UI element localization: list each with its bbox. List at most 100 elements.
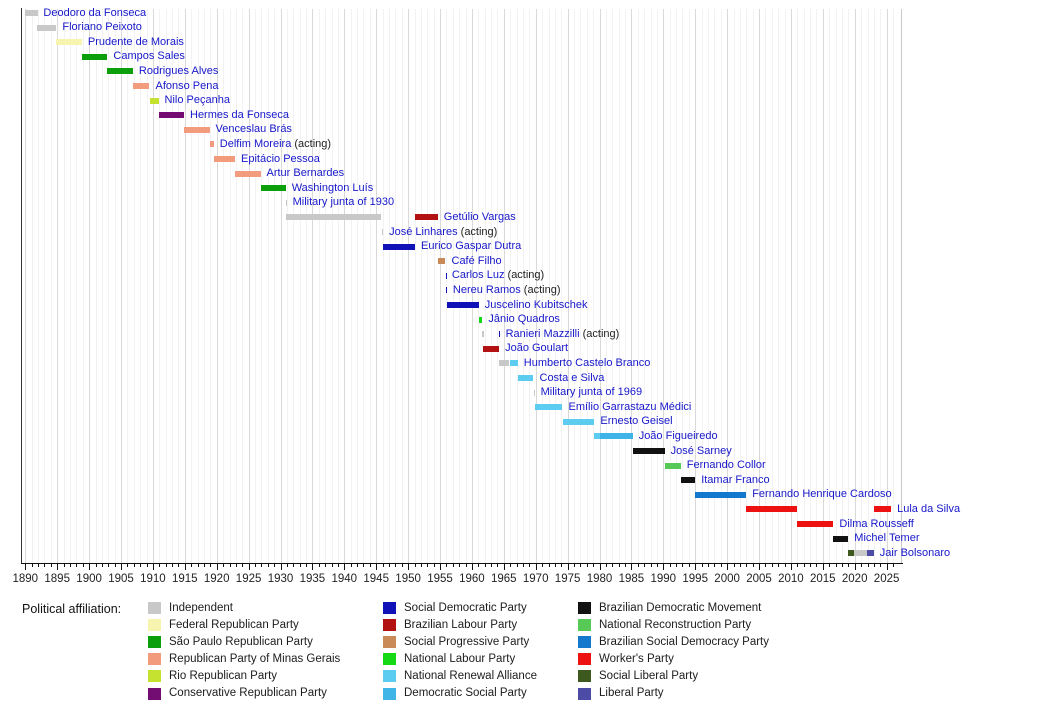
president-name[interactable]: Ernesto Geisel bbox=[600, 415, 673, 428]
president-label[interactable]: Prudente de Morais bbox=[88, 36, 184, 49]
president-label[interactable]: Costa e Silva bbox=[540, 372, 605, 385]
president-name[interactable]: Nilo Peçanha bbox=[164, 94, 230, 107]
president-name[interactable]: Venceslau Brás bbox=[215, 123, 292, 136]
legend-label-brazilian_labour[interactable]: Brazilian Labour Party bbox=[404, 618, 518, 631]
president-name[interactable]: Nereu Ramos bbox=[452, 283, 521, 296]
president-name[interactable]: Prudente de Morais bbox=[87, 35, 184, 48]
president-name[interactable]: Carlos Luz bbox=[451, 269, 505, 282]
president-label[interactable]: Campos Sales bbox=[113, 50, 185, 63]
legend-label-sp_republican[interactable]: São Paulo Republican Party bbox=[169, 635, 313, 648]
axis-tick bbox=[401, 564, 403, 567]
president-name[interactable]: Epitácio Pessoa bbox=[241, 152, 320, 165]
legend-label-workers[interactable]: Worker's Party bbox=[599, 652, 674, 665]
president-label[interactable]: Hermes da Fonseca bbox=[190, 109, 289, 122]
president-name[interactable]: Military junta of 1930 bbox=[292, 196, 395, 209]
legend-label-social_progressive[interactable]: Social Progressive Party bbox=[404, 635, 530, 648]
gridline bbox=[886, 9, 888, 563]
president-label[interactable]: Carlos Luz (acting) bbox=[452, 269, 544, 282]
president-name[interactable]: Jair Bolsonaro bbox=[879, 546, 951, 559]
president-name[interactable]: Getúlio Vargas bbox=[443, 210, 516, 223]
president-label[interactable]: Delfim Moreira (acting) bbox=[220, 138, 331, 151]
president-name[interactable]: Itamar Franco bbox=[701, 473, 770, 486]
president-label[interactable]: João Figueiredo bbox=[639, 430, 718, 443]
legend-label-brazilian_democratic[interactable]: Brazilian Democratic Movement bbox=[599, 601, 762, 614]
president-label[interactable]: Eurico Gaspar Dutra bbox=[421, 240, 521, 253]
president-label[interactable]: Venceslau Brás bbox=[216, 123, 292, 136]
president-name[interactable]: Afonso Pena bbox=[155, 79, 219, 92]
president-name[interactable]: Ranieri Mazzilli bbox=[505, 327, 580, 340]
legend-label-national_reconstruction[interactable]: National Reconstruction Party bbox=[599, 618, 752, 631]
president-name[interactable]: Floriano Peixoto bbox=[62, 21, 142, 34]
president-name[interactable]: Eurico Gaspar Dutra bbox=[421, 240, 522, 253]
president-label[interactable]: Washington Luís bbox=[292, 182, 374, 195]
president-name[interactable]: Military junta of 1969 bbox=[540, 386, 643, 399]
president-label[interactable]: Ranieri Mazzilli (acting) bbox=[506, 328, 620, 341]
legend-label-social_democracy[interactable]: Brazilian Social Democracy Party bbox=[599, 635, 770, 648]
president-name[interactable]: João Goulart bbox=[505, 342, 569, 355]
president-label[interactable]: Emílio Garrastazu Médici bbox=[569, 401, 692, 414]
president-label[interactable]: Military junta of 1930 bbox=[293, 196, 395, 209]
president-label[interactable]: Nereu Ramos (acting) bbox=[453, 284, 561, 297]
legend-label-minas_republican[interactable]: Republican Party of Minas Gerais bbox=[169, 652, 341, 665]
legend-label-national_labour[interactable]: National Labour Party bbox=[404, 652, 516, 665]
president-name[interactable]: Hermes da Fonseca bbox=[190, 108, 290, 121]
president-label[interactable]: Getúlio Vargas bbox=[444, 211, 516, 224]
president-label[interactable]: Afonso Pena bbox=[156, 80, 219, 93]
legend-label-rio_republican[interactable]: Rio Republican Party bbox=[169, 669, 278, 682]
legend-label-federal_republican[interactable]: Federal Republican Party bbox=[169, 618, 299, 631]
president-label[interactable]: Lula da Silva bbox=[897, 503, 960, 516]
president-name[interactable]: Fernando Henrique Cardoso bbox=[752, 488, 892, 501]
president-label[interactable]: Military junta of 1969 bbox=[541, 386, 643, 399]
president-label[interactable]: Itamar Franco bbox=[701, 474, 769, 487]
president-name[interactable]: Fernando Collor bbox=[686, 459, 766, 472]
president-label[interactable]: Café Filho bbox=[452, 255, 502, 268]
president-name[interactable]: Emílio Garrastazu Médici bbox=[568, 400, 692, 413]
president-label[interactable]: Rodrigues Alves bbox=[139, 65, 219, 78]
president-name[interactable]: Humberto Castelo Branco bbox=[523, 356, 651, 369]
president-name[interactable]: Washington Luís bbox=[291, 181, 374, 194]
president-label[interactable]: Nilo Peçanha bbox=[165, 94, 230, 107]
legend-label-democratic_social[interactable]: Democratic Social Party bbox=[404, 687, 527, 699]
president-name[interactable]: José Linhares bbox=[389, 225, 458, 238]
president-label[interactable]: Humberto Castelo Branco bbox=[524, 357, 651, 370]
president-name[interactable]: Campos Sales bbox=[113, 50, 185, 63]
legend-label-independent[interactable]: Independent bbox=[169, 601, 233, 614]
president-name[interactable]: João Figueiredo bbox=[638, 429, 718, 442]
president-name[interactable]: Jânio Quadros bbox=[488, 313, 560, 326]
president-label[interactable]: José Sarney bbox=[671, 445, 732, 458]
president-name[interactable]: Café Filho bbox=[451, 254, 502, 267]
president-label[interactable]: Jair Bolsonaro bbox=[880, 547, 950, 560]
president-name[interactable]: Artur Bernardes bbox=[266, 167, 345, 180]
president-name[interactable]: Michel Temer bbox=[854, 532, 920, 545]
president-label[interactable]: Epitácio Pessoa bbox=[241, 153, 320, 166]
legend-label-social_democratic[interactable]: Social Democratic Party bbox=[404, 601, 527, 614]
president-label[interactable]: Ernesto Geisel bbox=[600, 415, 672, 428]
president-name[interactable]: Rodrigues Alves bbox=[138, 64, 219, 77]
legend-label-conservative_republican[interactable]: Conservative Republican Party bbox=[169, 687, 327, 699]
president-label[interactable]: João Goulart bbox=[505, 342, 568, 355]
president-label[interactable]: Floriano Peixoto bbox=[62, 21, 142, 34]
axis-tick bbox=[50, 564, 52, 567]
president-name[interactable]: Costa e Silva bbox=[539, 371, 605, 384]
president-label[interactable]: Michel Temer bbox=[854, 532, 919, 545]
legend-swatch-social_democracy bbox=[578, 636, 591, 649]
president-label[interactable]: Juscelino Kubitschek bbox=[485, 299, 588, 312]
president-name[interactable]: Delfim Moreira bbox=[219, 137, 292, 150]
president-label[interactable]: José Linhares (acting) bbox=[389, 226, 497, 239]
president-label[interactable]: Artur Bernardes bbox=[267, 167, 345, 180]
president-label[interactable]: Dilma Rousseff bbox=[839, 518, 913, 531]
axis-tick bbox=[765, 564, 767, 567]
president-name[interactable]: Deodoro da Fonseca bbox=[43, 6, 147, 19]
president-label[interactable]: Deodoro da Fonseca bbox=[43, 7, 146, 20]
legend-label-liberal[interactable]: Liberal Party bbox=[599, 687, 664, 699]
president-name[interactable]: Lula da Silva bbox=[897, 502, 961, 515]
legend-label-social_liberal[interactable]: Social Liberal Party bbox=[599, 669, 699, 682]
president-label[interactable]: Fernando Collor bbox=[687, 459, 766, 472]
president-name[interactable]: Dilma Rousseff bbox=[839, 517, 914, 530]
axis-tick bbox=[893, 564, 894, 567]
president-label[interactable]: Fernando Henrique Cardoso bbox=[752, 488, 891, 501]
president-name[interactable]: José Sarney bbox=[670, 444, 732, 457]
president-name[interactable]: Juscelino Kubitschek bbox=[484, 298, 588, 311]
legend-label-national_renewal[interactable]: National Renewal Alliance bbox=[404, 669, 537, 682]
president-label[interactable]: Jânio Quadros bbox=[488, 313, 560, 326]
